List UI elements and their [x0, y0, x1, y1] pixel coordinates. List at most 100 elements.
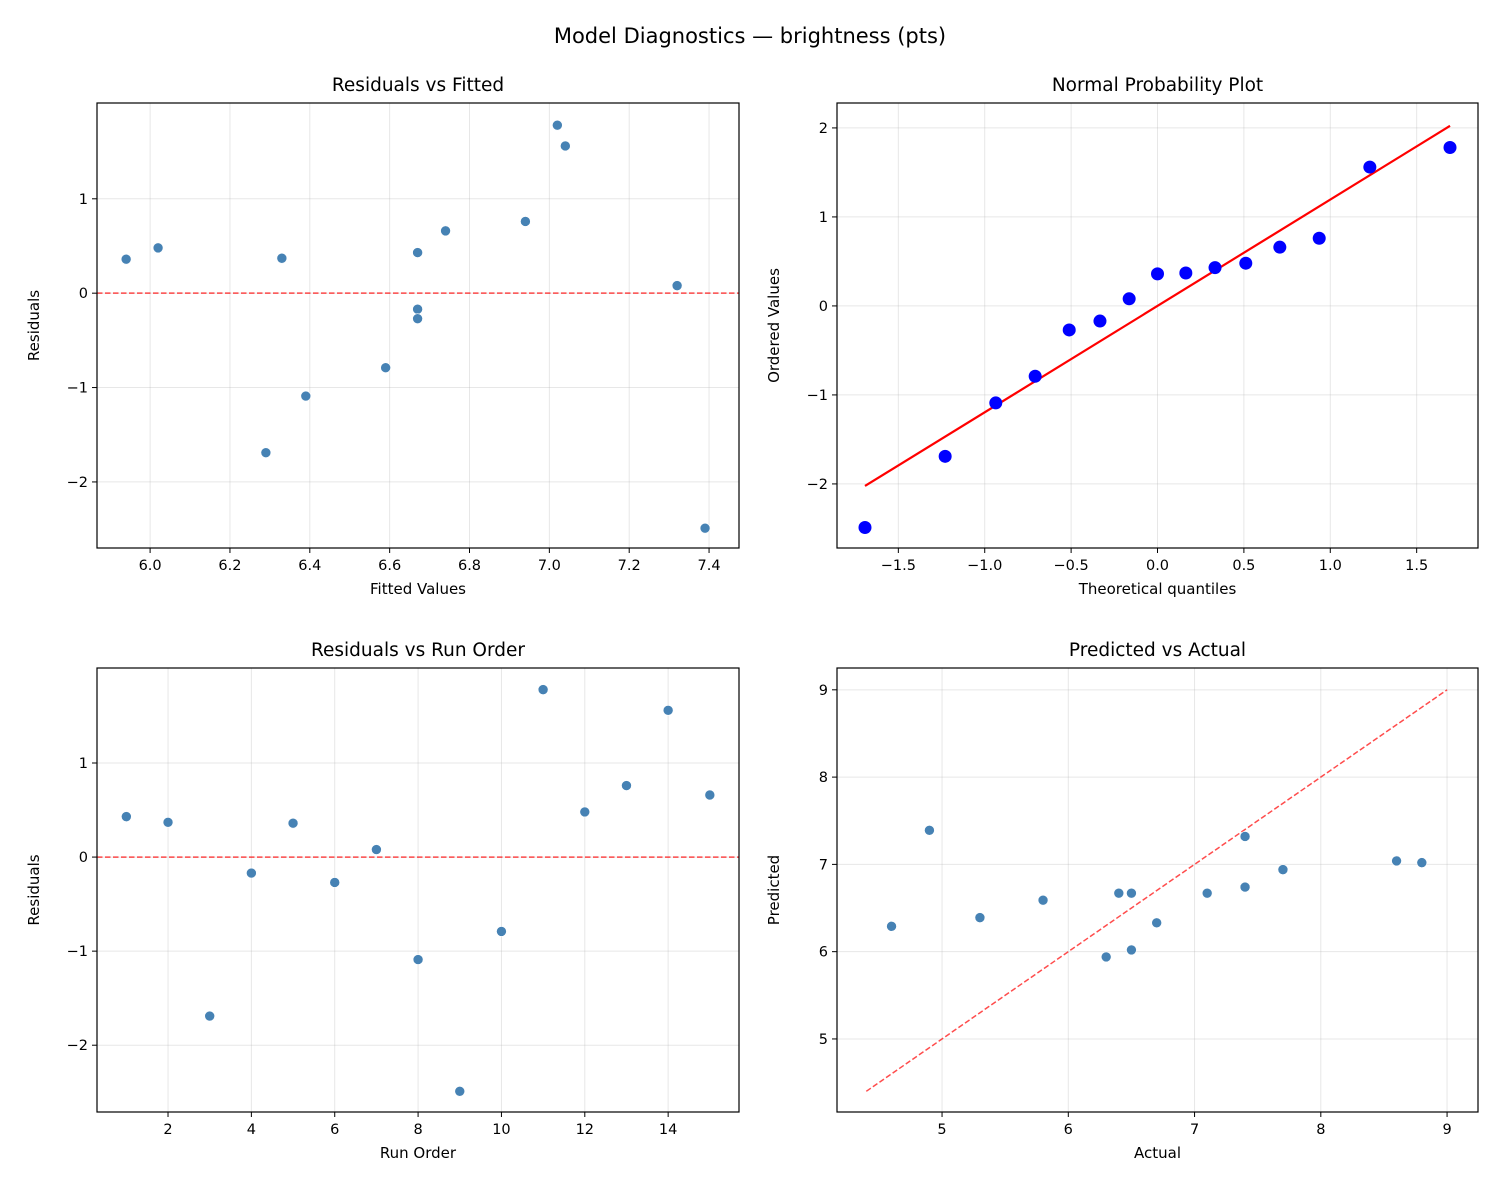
x-tick-label: −0.5: [1054, 558, 1089, 574]
data-point: [1201, 887, 1213, 899]
fit-line: [864, 124, 1451, 487]
subplot-title: Residuals vs Fitted: [332, 75, 504, 96]
subplot-title: Residuals vs Run Order: [311, 640, 525, 661]
figure-suptitle: Model Diagnostics — brightness (pts): [554, 24, 946, 48]
data-point: [1122, 292, 1136, 306]
x-tick-label: 6.6: [378, 558, 401, 574]
data-point: [287, 817, 299, 829]
x-tick-label: 9: [1442, 1122, 1451, 1138]
axes-frame: [96, 102, 740, 549]
data-point: [1239, 256, 1253, 270]
y-axis-label: Ordered Values: [765, 268, 783, 383]
x-tick-label: 0.5: [1232, 558, 1255, 574]
x-tick-label: 1.0: [1319, 558, 1342, 574]
y-axis-label: Residuals: [25, 290, 43, 361]
x-axis-label: Fitted Values: [370, 580, 466, 598]
y-tick-label: 6: [819, 945, 828, 961]
data-point: [579, 806, 591, 818]
y-tick-label: 0: [819, 299, 828, 315]
normal-probability-panel: −1.5 −1.0 −0.5 0.0 0.5 1.0 1.5 −2 −1 0 1 2 Normal Pr…: [765, 75, 1479, 598]
y-tick-label: 8: [819, 770, 828, 786]
data-point: [1239, 831, 1251, 842]
data-point: [496, 926, 507, 937]
data-point: [1416, 857, 1428, 868]
y-tick-label: −1: [67, 944, 88, 960]
data-point: [560, 140, 571, 152]
x-tick-label: −1.5: [881, 558, 916, 574]
residuals-vs-fitted-panel: 6.0 6.2 6.4 6.6 6.8 7.0 7.2 7.4 −2 −1 0 1 Residuals …: [25, 75, 740, 598]
y-tick-label: −2: [67, 475, 88, 491]
data-point: [152, 242, 164, 254]
data-point: [454, 1086, 466, 1097]
y-tick-label: 0: [79, 286, 88, 302]
data-point: [1208, 261, 1222, 275]
y-tick-label: 9: [819, 683, 828, 699]
data-point: [1151, 267, 1164, 281]
x-tick-label: 4: [247, 1122, 256, 1138]
data-point: [974, 912, 986, 923]
y-tick-label: 1: [79, 756, 88, 772]
data-point: [120, 253, 132, 265]
x-tick-label: 6.4: [298, 558, 321, 574]
y-tick-label: −2: [807, 477, 828, 493]
x-tick-label: 10: [492, 1122, 510, 1138]
data-point: [1273, 240, 1287, 254]
data-point: [412, 313, 423, 324]
data-point: [371, 844, 382, 855]
data-point: [1151, 917, 1162, 929]
data-point: [537, 684, 549, 695]
y-tick-label: −1: [807, 388, 828, 404]
data-point: [246, 867, 257, 879]
subplot-title: Predicted vs Actual: [1069, 640, 1246, 661]
data-point: [621, 780, 632, 791]
data-point: [412, 303, 423, 315]
y-tick-label: −2: [67, 1038, 88, 1054]
x-tick-label: 6.8: [458, 558, 481, 574]
data-point: [300, 390, 312, 402]
data-point: [1239, 881, 1251, 893]
data-point: [699, 522, 711, 534]
x-tick-label: 2: [163, 1122, 172, 1138]
x-tick-label: 7.4: [698, 558, 721, 574]
data-point: [1062, 323, 1076, 337]
predicted-vs-actual-panel: 5 6 7 8 9 5 6 7 8 9 Predicted vs Actual Actual Predi…: [765, 640, 1479, 1162]
data-point: [276, 252, 288, 264]
y-axis-label: Predicted: [765, 855, 783, 925]
data-point: [858, 521, 872, 535]
axes-frame: [836, 667, 1479, 1113]
data-point: [1100, 951, 1112, 963]
data-point: [1126, 944, 1137, 956]
x-tick-label: 8: [1316, 1122, 1325, 1138]
x-tick-label: 0.0: [1146, 558, 1169, 574]
data-point: [1312, 231, 1326, 245]
data-point: [1028, 369, 1042, 383]
x-tick-label: 8: [413, 1122, 422, 1138]
data-point: [412, 954, 424, 965]
data-point: [204, 1010, 215, 1022]
data-point: [1113, 887, 1125, 899]
y-tick-label: 7: [819, 857, 828, 873]
residuals-vs-run-order-panel: 2 4 6 8 10 12 14 −2 −1 0 1 Residuals vs Run Order Ru…: [25, 640, 740, 1162]
data-point: [671, 280, 683, 291]
x-tick-label: 14: [659, 1122, 677, 1138]
x-tick-label: 5: [937, 1122, 946, 1138]
data-point: [938, 449, 952, 463]
x-tick-label: 7.0: [538, 558, 561, 574]
identity-reference-line: [865, 689, 1448, 1092]
x-tick-label: 6.0: [139, 558, 162, 574]
y-tick-label: 5: [819, 1032, 828, 1048]
x-tick-label: 7.2: [618, 558, 641, 574]
y-axis-label: Residuals: [25, 854, 43, 925]
x-tick-label: 6: [1064, 1122, 1073, 1138]
x-tick-label: 7: [1190, 1122, 1199, 1138]
x-tick-label: 6: [330, 1122, 339, 1138]
data-point: [1363, 160, 1377, 174]
data-point: [924, 825, 935, 836]
data-point: [329, 877, 341, 888]
data-point: [380, 362, 391, 374]
data-point: [552, 119, 563, 131]
y-tick-label: 1: [79, 192, 88, 208]
x-axis-label: Actual: [1134, 1144, 1181, 1162]
data-point: [989, 396, 1003, 410]
